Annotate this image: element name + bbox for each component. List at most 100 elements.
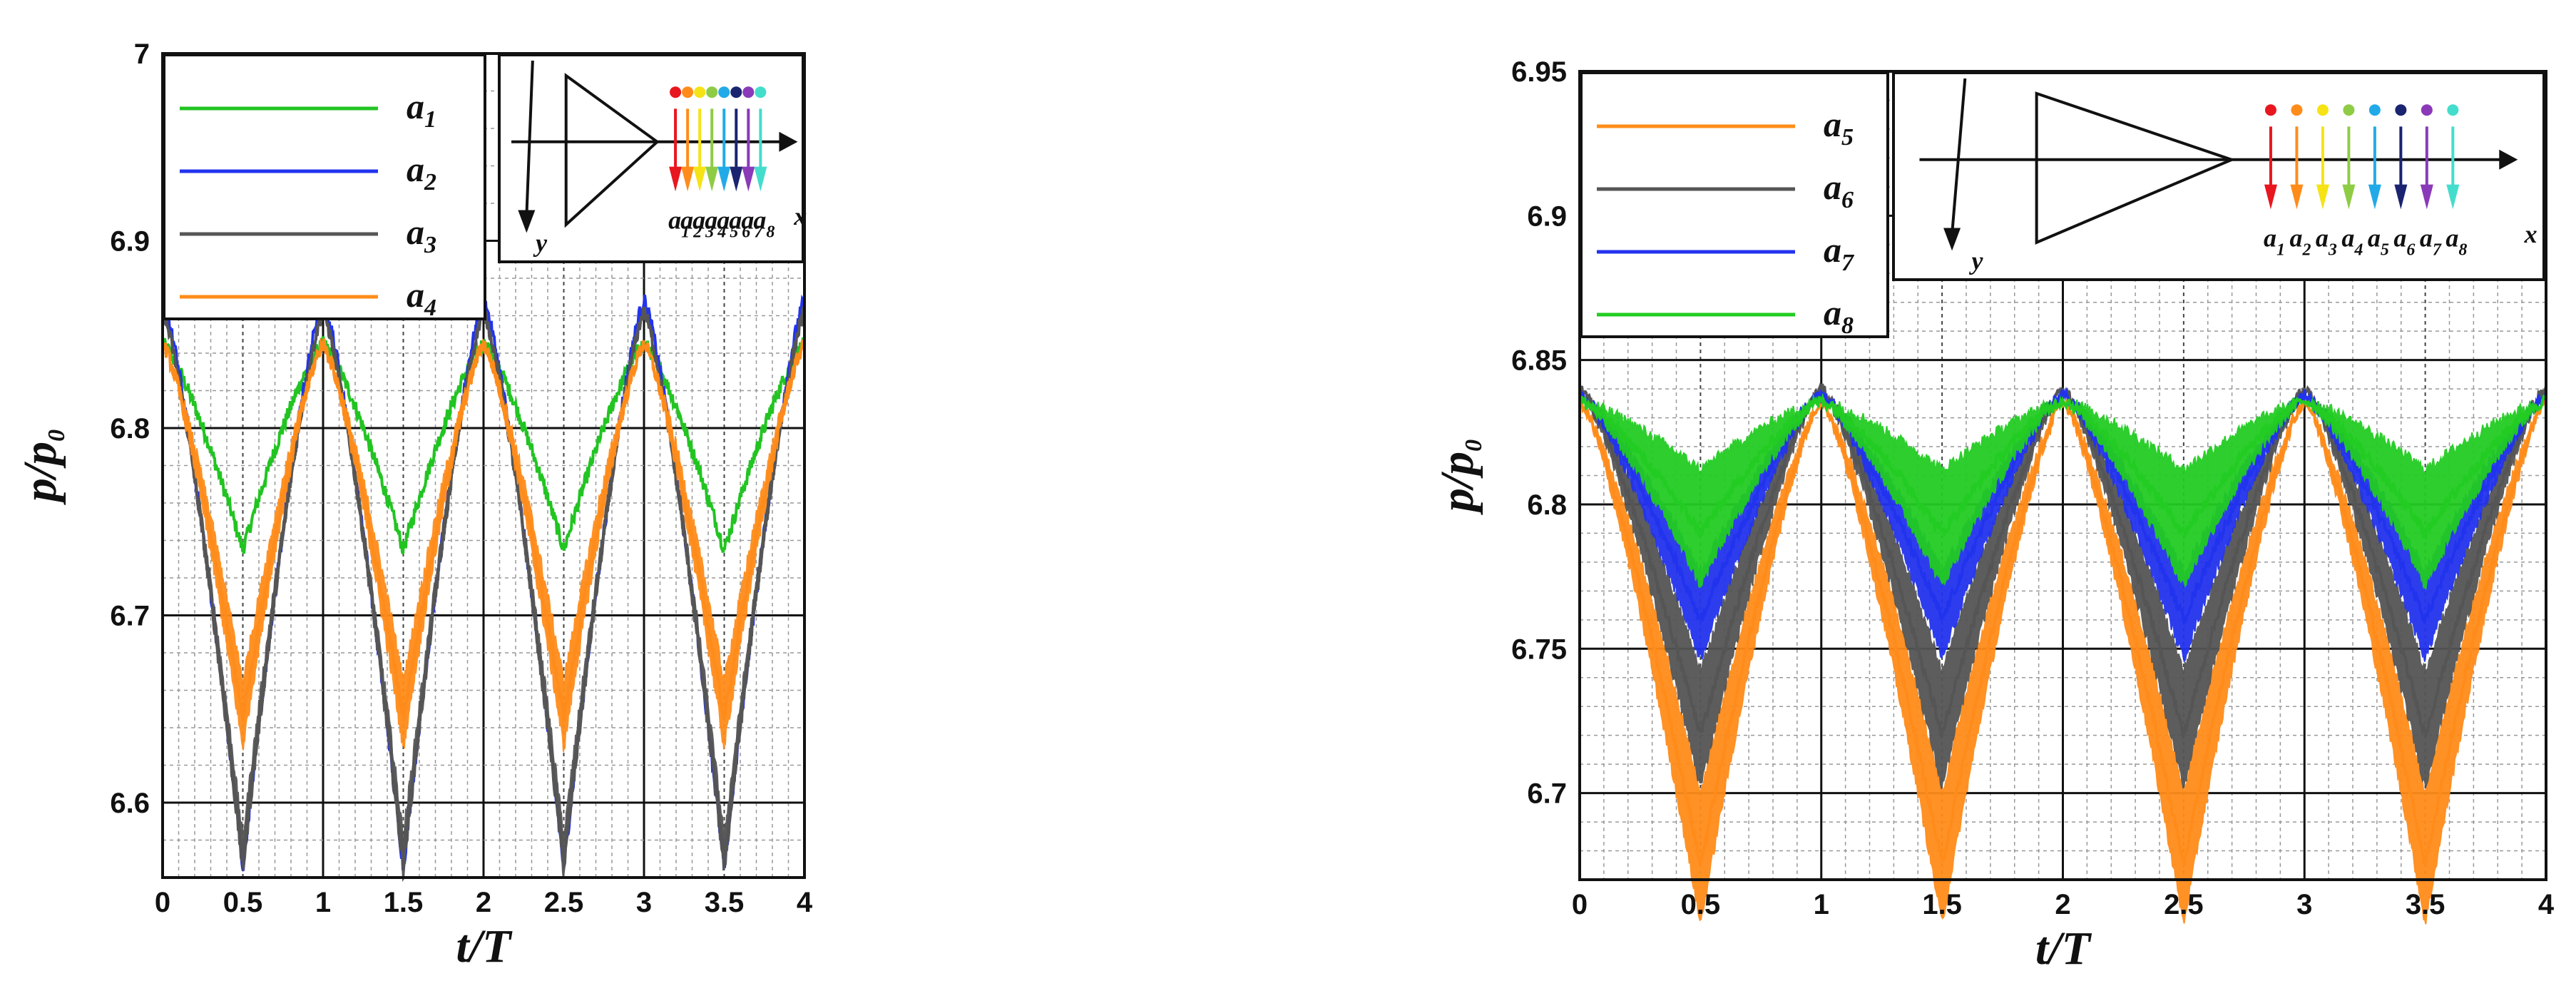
series-line-a7 bbox=[1578, 386, 2547, 626]
inset-probe-head-a4 bbox=[2342, 184, 2356, 210]
inset-probe-dot-a1 bbox=[670, 86, 682, 98]
x-tick-label: 2 bbox=[476, 887, 491, 918]
x-tick-label: 4 bbox=[797, 887, 813, 918]
y-axis-title-group: p/p0 bbox=[1431, 439, 1487, 515]
inset-probe-head-a6 bbox=[730, 166, 743, 192]
y-tick-label: 6.8 bbox=[110, 413, 150, 444]
legend-label-a1: a1 bbox=[407, 86, 436, 133]
x-tick-label: 2.5 bbox=[2164, 889, 2204, 920]
y-tick-label: 6.9 bbox=[1527, 200, 1567, 232]
inset-probe-head-a5 bbox=[717, 166, 731, 192]
inset-probe-label-a7: a7 bbox=[741, 206, 763, 242]
inset-probe-dot-a7 bbox=[2421, 104, 2433, 116]
y-tick-label: 6.6 bbox=[110, 788, 150, 819]
legend-label-a6: a6 bbox=[1824, 167, 1854, 213]
y-axis-title: p/p0 bbox=[1431, 439, 1487, 515]
inset-probe-label-a2: a2 bbox=[680, 206, 702, 242]
inset-probe-head-a1 bbox=[2264, 184, 2277, 210]
y-tick-label: 6.95 bbox=[1511, 56, 1567, 88]
inset-probe-label-a7: a7 bbox=[2420, 224, 2442, 260]
inset-probe-dot-a3 bbox=[694, 86, 706, 98]
inset-probe-head-a4 bbox=[705, 166, 719, 192]
x-tick-label: 4 bbox=[2538, 889, 2555, 920]
x-tick-label: 0 bbox=[155, 887, 170, 918]
y-tick-label: 6.9 bbox=[110, 226, 150, 258]
x-tick-label: 2.5 bbox=[544, 887, 584, 918]
chart-1: 0 0.5 1 1.5 2 2.5 3 3.5 46.66.76.86.97t/Tp/p0a1a… bbox=[14, 39, 813, 972]
y-tick-label: 6.8 bbox=[1527, 489, 1567, 521]
inset-probe-label-a3: a3 bbox=[2316, 224, 2337, 260]
inset-probe-head-a7 bbox=[742, 166, 755, 192]
chart-2: 0 0.5 1 1.5 2 2.5 3 3.5 4 6.7 6.75 6.8 6.85 6.9 6.95 t/… bbox=[1431, 56, 2555, 975]
inset-probe-dot-a6 bbox=[2395, 104, 2407, 116]
inset-probe-dot-a8 bbox=[755, 86, 767, 98]
legend: a1 a2 a3 a4 bbox=[163, 54, 486, 321]
x-tick-label: 0.5 bbox=[1681, 889, 1721, 920]
x-tick-label: 0 bbox=[1572, 889, 1588, 920]
x-tick-label: 1 bbox=[1814, 889, 1829, 920]
x-tick-label: 2 bbox=[2055, 889, 2070, 920]
legend-label-a5: a5 bbox=[1824, 104, 1854, 151]
inset-probe-label-a5: a5 bbox=[2368, 224, 2389, 260]
inset-probe-label-a3: a3 bbox=[692, 206, 714, 242]
inset-probe-label-a8: a8 bbox=[2445, 224, 2467, 260]
x-tick-label: 3.5 bbox=[2406, 889, 2445, 920]
inset-probe-head-a6 bbox=[2394, 184, 2408, 210]
legend-label-a3: a3 bbox=[407, 212, 436, 258]
series-line-a6 bbox=[1578, 382, 2547, 740]
y-tick-label: 6.7 bbox=[110, 601, 150, 632]
legend-label-a8: a8 bbox=[1824, 293, 1854, 339]
y-tick-label: 7 bbox=[134, 39, 150, 70]
inset-probe-label-a1: a1 bbox=[668, 206, 690, 242]
y-tick-label: 6.7 bbox=[1527, 778, 1567, 810]
x-tick-label: 3.5 bbox=[705, 887, 745, 918]
inset-probe-label-a6: a6 bbox=[729, 206, 750, 242]
inset-probe-label-a5: a5 bbox=[717, 206, 738, 242]
x-axis-title: t/T bbox=[456, 920, 513, 972]
inset-probe-label-a1: a1 bbox=[2264, 224, 2285, 260]
x-axis-title: t/T bbox=[2035, 922, 2092, 975]
inset-x-arrow bbox=[2499, 149, 2518, 170]
legend-label-a7: a7 bbox=[1824, 230, 1855, 276]
y-tick-label: 6.75 bbox=[1511, 634, 1567, 665]
inset-probe-dot-a8 bbox=[2447, 104, 2459, 116]
inset-x-arrow bbox=[779, 131, 798, 152]
x-tick-label: 1.5 bbox=[384, 887, 424, 918]
legend-box bbox=[163, 54, 486, 320]
inset-probe-dot-a5 bbox=[2368, 104, 2381, 116]
series-line-a8 bbox=[1578, 392, 2547, 540]
inset-probe-dot-a5 bbox=[718, 86, 730, 98]
inset-x-label: x bbox=[793, 202, 807, 230]
inset-triangle-body bbox=[564, 73, 660, 228]
inset-probe-dot-a6 bbox=[730, 86, 742, 98]
inset-probe-label-a4: a4 bbox=[705, 206, 726, 242]
x-tick-label: 3 bbox=[636, 887, 652, 918]
inset-probe-head-a8 bbox=[754, 166, 767, 192]
inset-probe-label-a6: a6 bbox=[2393, 224, 2415, 260]
inset-probe-dot-a4 bbox=[706, 86, 718, 98]
inset-probe-dot-a4 bbox=[2343, 104, 2355, 116]
x-tick-label: 0.5 bbox=[223, 887, 263, 918]
inset-y-label: y bbox=[533, 229, 548, 258]
inset-probe-head-a2 bbox=[681, 166, 695, 192]
inset-y-axis bbox=[525, 60, 534, 217]
inset-probe-dot-a1 bbox=[2264, 104, 2276, 116]
inset-probe-dot-a2 bbox=[2291, 104, 2303, 116]
inset-triangle-body bbox=[2035, 91, 2236, 245]
x-tick-label: 3 bbox=[2296, 889, 2312, 920]
inset-probe-label-a2: a2 bbox=[2289, 224, 2311, 260]
inset-probe-head-a5 bbox=[2368, 184, 2381, 210]
x-tick-label: 1 bbox=[315, 887, 331, 918]
inset-y-axis bbox=[1951, 78, 1967, 235]
x-tick-label: 1.5 bbox=[1922, 889, 1962, 920]
y-axis-title-group: p/p0 bbox=[14, 429, 70, 505]
legend-label-a2: a2 bbox=[407, 149, 436, 195]
inset-probe-label-a4: a4 bbox=[2341, 224, 2363, 260]
inset-probe-head-a8 bbox=[2446, 184, 2460, 210]
inset-probe-head-a3 bbox=[2316, 184, 2329, 210]
inset-x-label: x bbox=[2524, 220, 2537, 248]
inset-probe-head-a7 bbox=[2420, 184, 2433, 210]
